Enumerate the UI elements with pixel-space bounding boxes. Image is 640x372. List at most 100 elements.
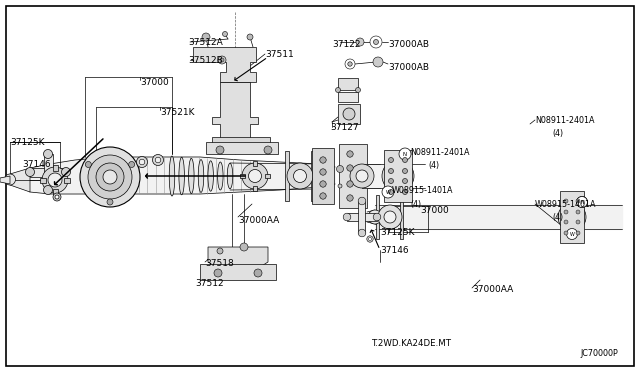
Text: N: N xyxy=(580,199,584,205)
Circle shape xyxy=(156,157,161,163)
Text: (4): (4) xyxy=(428,160,439,170)
Text: 37521K: 37521K xyxy=(160,108,195,116)
Circle shape xyxy=(369,237,371,241)
Ellipse shape xyxy=(218,162,223,190)
Bar xyxy=(311,151,315,201)
Bar xyxy=(338,104,360,124)
Circle shape xyxy=(358,229,366,237)
Circle shape xyxy=(55,195,59,199)
Polygon shape xyxy=(30,157,335,194)
Circle shape xyxy=(264,146,272,154)
Circle shape xyxy=(350,164,374,188)
Polygon shape xyxy=(208,247,268,267)
Bar xyxy=(206,142,278,154)
Bar xyxy=(338,92,358,102)
Circle shape xyxy=(216,146,224,154)
Bar xyxy=(358,201,365,233)
Circle shape xyxy=(382,160,414,192)
Polygon shape xyxy=(0,176,10,184)
Circle shape xyxy=(345,59,355,69)
Bar xyxy=(285,151,289,201)
Circle shape xyxy=(136,157,147,167)
Circle shape xyxy=(577,196,588,208)
Bar xyxy=(64,177,70,183)
Circle shape xyxy=(202,33,210,41)
Circle shape xyxy=(388,169,394,173)
Bar xyxy=(240,174,245,178)
Circle shape xyxy=(358,197,366,205)
Circle shape xyxy=(356,38,364,46)
Bar xyxy=(401,195,403,239)
Circle shape xyxy=(26,167,35,176)
Circle shape xyxy=(294,170,307,183)
Polygon shape xyxy=(193,47,256,82)
Ellipse shape xyxy=(227,163,233,189)
Circle shape xyxy=(403,169,408,173)
Circle shape xyxy=(218,56,226,64)
Text: 37146: 37146 xyxy=(22,160,51,169)
Circle shape xyxy=(388,189,394,195)
Text: (4): (4) xyxy=(552,128,563,138)
Circle shape xyxy=(80,147,140,207)
Circle shape xyxy=(564,220,568,224)
Text: 37125K: 37125K xyxy=(380,228,415,237)
Text: 37512B: 37512B xyxy=(188,55,223,64)
Circle shape xyxy=(388,157,394,163)
Circle shape xyxy=(566,228,577,240)
Circle shape xyxy=(103,170,117,184)
Circle shape xyxy=(140,159,145,165)
Polygon shape xyxy=(212,82,258,140)
Text: 37512: 37512 xyxy=(195,279,223,289)
Text: 37000AB: 37000AB xyxy=(388,62,429,71)
Circle shape xyxy=(217,248,223,254)
Circle shape xyxy=(374,39,378,45)
Circle shape xyxy=(53,193,61,201)
Circle shape xyxy=(373,57,383,67)
Bar xyxy=(347,213,377,221)
Circle shape xyxy=(348,62,352,66)
Ellipse shape xyxy=(198,160,204,192)
Bar xyxy=(339,144,367,208)
Circle shape xyxy=(347,181,353,187)
Circle shape xyxy=(223,32,227,36)
Circle shape xyxy=(152,154,163,166)
Text: 37000AA: 37000AA xyxy=(238,215,279,224)
Bar xyxy=(312,148,334,204)
Bar xyxy=(52,165,58,171)
Circle shape xyxy=(220,58,224,62)
Text: 37000: 37000 xyxy=(420,205,449,215)
Circle shape xyxy=(320,181,326,187)
Ellipse shape xyxy=(179,157,184,195)
Text: 37518: 37518 xyxy=(205,260,234,269)
Text: 37122: 37122 xyxy=(332,39,360,48)
Circle shape xyxy=(337,166,344,173)
Circle shape xyxy=(343,213,351,221)
Text: 37000: 37000 xyxy=(140,77,169,87)
Circle shape xyxy=(373,213,381,221)
Circle shape xyxy=(254,269,262,277)
Circle shape xyxy=(48,173,62,187)
Text: T.2WD.KA24DE.MT: T.2WD.KA24DE.MT xyxy=(372,340,452,349)
Bar xyxy=(384,150,412,202)
Circle shape xyxy=(247,34,253,40)
Circle shape xyxy=(370,36,382,48)
Circle shape xyxy=(367,236,373,242)
Text: W08915-1401A: W08915-1401A xyxy=(535,199,596,208)
Circle shape xyxy=(564,210,568,214)
Polygon shape xyxy=(375,205,580,229)
Circle shape xyxy=(576,231,580,235)
Circle shape xyxy=(129,161,134,167)
Circle shape xyxy=(384,211,396,223)
Circle shape xyxy=(4,174,15,185)
Circle shape xyxy=(88,155,132,199)
Text: 37000AA: 37000AA xyxy=(472,285,513,295)
Bar xyxy=(200,264,276,280)
Ellipse shape xyxy=(189,158,194,193)
Bar xyxy=(253,161,257,166)
Circle shape xyxy=(320,157,326,163)
Circle shape xyxy=(564,199,568,203)
Bar xyxy=(52,189,58,195)
Polygon shape xyxy=(362,164,388,188)
Circle shape xyxy=(564,231,568,235)
Circle shape xyxy=(242,163,268,189)
